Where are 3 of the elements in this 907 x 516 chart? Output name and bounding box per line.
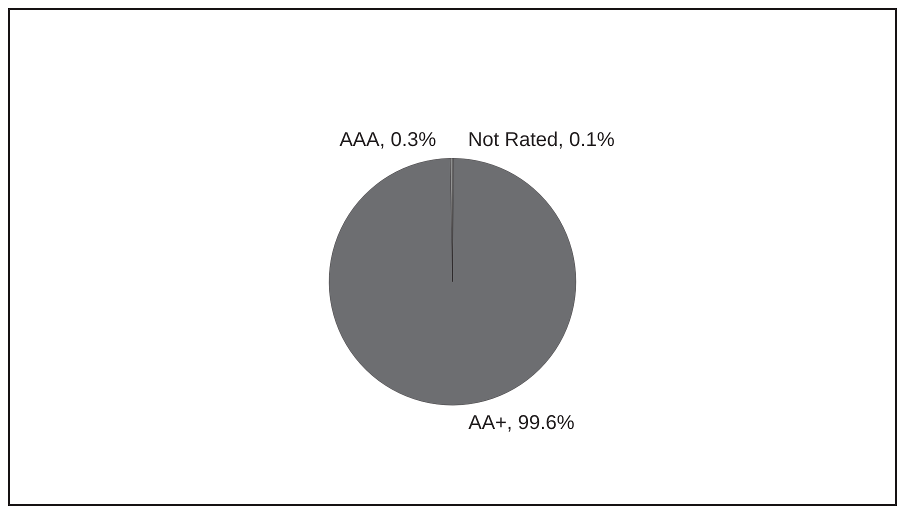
slice-label: Not Rated, 0.1%	[468, 129, 615, 152]
slice-label: AAA, 0.3%	[339, 129, 436, 152]
slice-label: AA+, 99.6%	[468, 412, 575, 434]
